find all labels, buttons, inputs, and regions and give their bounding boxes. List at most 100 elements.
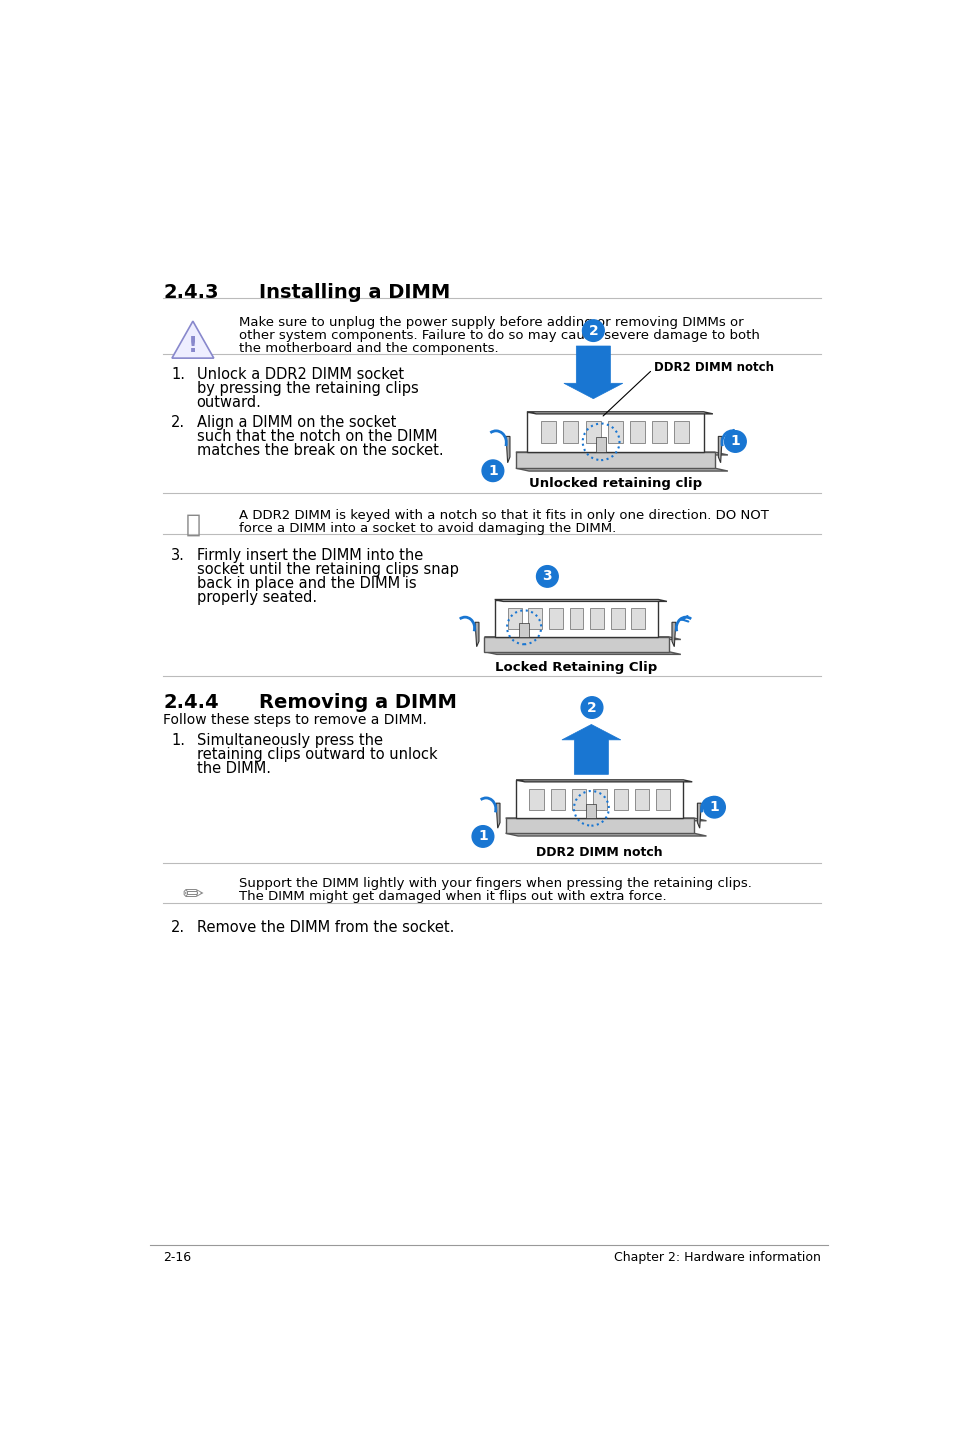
Polygon shape: [495, 600, 658, 637]
Text: A DDR2 DIMM is keyed with a notch so that it fits in only one direction. DO NOT: A DDR2 DIMM is keyed with a notch so tha…: [239, 509, 768, 522]
Bar: [596, 437, 606, 452]
Text: Unlock a DDR2 DIMM socket: Unlock a DDR2 DIMM socket: [196, 367, 403, 383]
Polygon shape: [718, 436, 721, 463]
Text: Firmly insert the DIMM into the: Firmly insert the DIMM into the: [196, 548, 422, 564]
Text: 2.4.3: 2.4.3: [163, 283, 218, 302]
Circle shape: [536, 565, 558, 587]
Text: such that the notch on the DIMM: such that the notch on the DIMM: [196, 429, 436, 444]
Text: 1.: 1.: [171, 733, 185, 748]
Bar: [569, 608, 583, 628]
Polygon shape: [516, 779, 682, 818]
Bar: [610, 608, 624, 628]
Text: Removing a DIMM: Removing a DIMM: [258, 693, 456, 712]
Text: 1: 1: [488, 464, 497, 477]
Text: 1: 1: [730, 434, 740, 449]
Bar: [548, 608, 562, 628]
Text: outward.: outward.: [196, 395, 261, 410]
Text: Remove the DIMM from the socket.: Remove the DIMM from the socket.: [196, 919, 454, 935]
Polygon shape: [516, 452, 727, 454]
Circle shape: [472, 825, 494, 847]
Polygon shape: [697, 804, 700, 828]
Bar: [590, 608, 603, 628]
Text: force a DIMM into a socket to avoid damaging the DIMM.: force a DIMM into a socket to avoid dama…: [239, 522, 616, 535]
Bar: [529, 788, 543, 810]
Polygon shape: [561, 725, 620, 774]
Text: The DIMM might get damaged when it flips out with extra force.: The DIMM might get damaged when it flips…: [239, 890, 666, 903]
Polygon shape: [484, 651, 680, 654]
Circle shape: [703, 797, 724, 818]
Text: 2.: 2.: [171, 416, 185, 430]
Text: Locked Retaining Clip: Locked Retaining Clip: [495, 661, 657, 674]
Text: 2.4.4: 2.4.4: [163, 693, 219, 712]
Polygon shape: [172, 321, 213, 358]
Text: !: !: [188, 336, 197, 355]
Bar: [550, 788, 564, 810]
Text: Installing a DIMM: Installing a DIMM: [258, 283, 450, 302]
Text: properly seated.: properly seated.: [196, 590, 316, 605]
Text: the motherboard and the components.: the motherboard and the components.: [239, 342, 498, 355]
Bar: [592, 788, 606, 810]
Bar: [652, 421, 666, 443]
Text: retaining clips outward to unlock: retaining clips outward to unlock: [196, 748, 436, 762]
Polygon shape: [563, 347, 622, 398]
Text: Unlocked retaining clip: Unlocked retaining clip: [528, 477, 701, 490]
Polygon shape: [516, 469, 727, 472]
Bar: [562, 421, 578, 443]
Polygon shape: [516, 779, 692, 782]
Bar: [507, 608, 521, 628]
Circle shape: [481, 460, 503, 482]
Text: 1: 1: [477, 830, 487, 844]
Text: 1.: 1.: [171, 367, 185, 383]
Text: Chapter 2: Hardware information: Chapter 2: Hardware information: [613, 1251, 820, 1264]
Text: 2: 2: [588, 324, 598, 338]
Bar: [613, 788, 627, 810]
Text: Simultaneously press the: Simultaneously press the: [196, 733, 382, 748]
Polygon shape: [526, 411, 703, 452]
Polygon shape: [495, 600, 666, 601]
Polygon shape: [475, 623, 478, 647]
Text: 1: 1: [709, 800, 719, 814]
Bar: [629, 421, 644, 443]
Polygon shape: [505, 436, 510, 463]
Circle shape: [580, 697, 602, 719]
Text: 2: 2: [586, 700, 597, 715]
Polygon shape: [505, 818, 693, 833]
Bar: [674, 421, 689, 443]
Text: socket until the retaining clips snap: socket until the retaining clips snap: [196, 562, 458, 577]
Text: Follow these steps to remove a DIMM.: Follow these steps to remove a DIMM.: [163, 713, 427, 728]
Polygon shape: [516, 452, 714, 469]
Text: Support the DIMM lightly with your fingers when pressing the retaining clips.: Support the DIMM lightly with your finge…: [239, 877, 752, 890]
Polygon shape: [505, 818, 706, 821]
Text: 2.: 2.: [171, 919, 185, 935]
Text: matches the break on the socket.: matches the break on the socket.: [196, 443, 443, 457]
Text: DDR2 DIMM notch: DDR2 DIMM notch: [536, 846, 662, 858]
Bar: [634, 788, 648, 810]
Bar: [585, 421, 599, 443]
Polygon shape: [484, 637, 668, 651]
Bar: [655, 788, 669, 810]
Text: 3.: 3.: [171, 548, 185, 564]
Polygon shape: [671, 623, 675, 647]
Text: Align a DIMM on the socket: Align a DIMM on the socket: [196, 416, 395, 430]
Bar: [631, 608, 644, 628]
Text: back in place and the DIMM is: back in place and the DIMM is: [196, 577, 416, 591]
Polygon shape: [484, 637, 680, 640]
Text: by pressing the retaining clips: by pressing the retaining clips: [196, 381, 418, 397]
Text: 3: 3: [542, 569, 552, 584]
Text: other system components. Failure to do so may cause severe damage to both: other system components. Failure to do s…: [239, 329, 760, 342]
Bar: [571, 788, 585, 810]
Bar: [607, 421, 622, 443]
Polygon shape: [496, 804, 499, 828]
Circle shape: [582, 319, 603, 341]
Text: Make sure to unplug the power supply before adding or removing DIMMs or: Make sure to unplug the power supply bef…: [239, 316, 743, 329]
Text: the DIMM.: the DIMM.: [196, 761, 271, 777]
Text: DDR2 DIMM notch: DDR2 DIMM notch: [654, 361, 773, 374]
Text: ✋: ✋: [185, 512, 200, 536]
Circle shape: [723, 431, 745, 453]
Text: 2-16: 2-16: [163, 1251, 192, 1264]
Polygon shape: [526, 411, 712, 414]
Text: ✏: ✏: [182, 883, 203, 907]
Polygon shape: [505, 833, 706, 835]
Bar: [518, 623, 528, 637]
Bar: [540, 421, 556, 443]
